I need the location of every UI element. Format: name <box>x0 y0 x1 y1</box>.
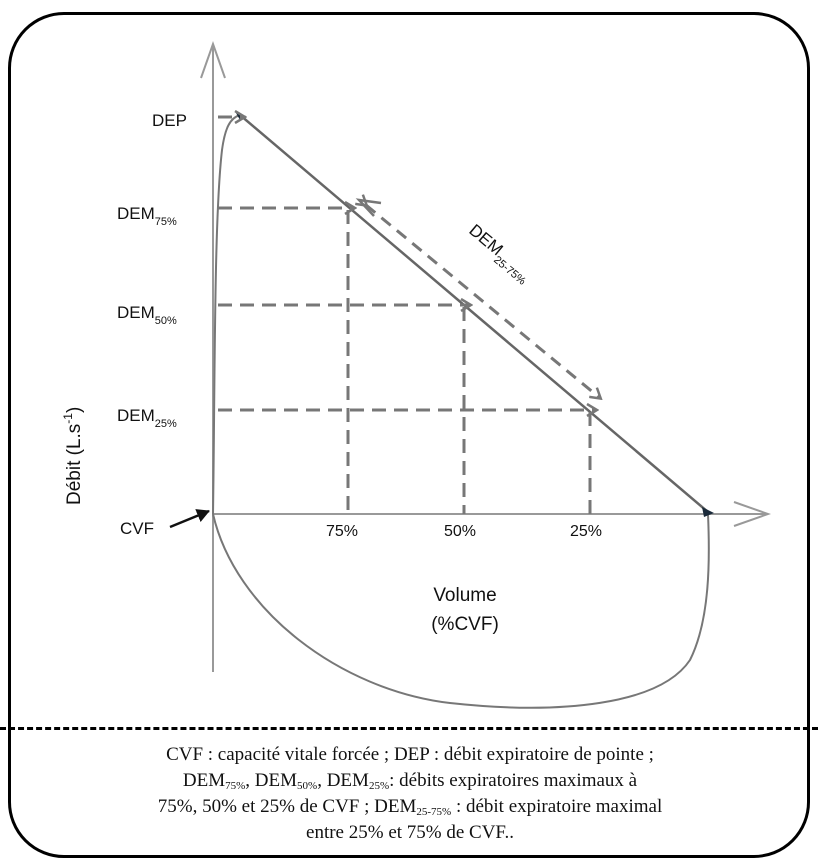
dem25-label: DEM25% <box>117 406 177 430</box>
x-tick-75: 75% <box>326 523 358 540</box>
dem2575-label: DEM25-75% <box>462 221 536 288</box>
caption-line-2: DEM75%, DEM50%, DEM25%: débits expiratoi… <box>182 770 638 792</box>
expiratory-descent-line <box>239 114 709 513</box>
endpoint-mark <box>702 507 714 517</box>
dem2575-double-arrow <box>366 205 600 398</box>
cvf-pointer-arrow <box>169 509 210 529</box>
cvf-label: CVF <box>120 519 154 538</box>
x-tick-50: 50% <box>444 523 476 540</box>
dep-label: DEP <box>152 111 187 130</box>
caption-line-3: 75%, 50% et 25% de CVF ; DEM25-75% : déb… <box>157 796 663 818</box>
caption-separator <box>0 727 818 730</box>
inspiratory-curve <box>212 513 710 709</box>
diagram-frame <box>8 12 810 858</box>
x-tick-25: 25% <box>570 523 602 540</box>
x-axis-title-line2: (%CVF) <box>431 614 499 635</box>
figure-caption: CVF : capacité vitale forcée ; DEP : déb… <box>40 742 780 846</box>
dem2575-start-head <box>355 198 382 217</box>
caption-line-1: CVF : capacité vitale forcée ; DEP : déb… <box>166 744 654 765</box>
dem75-label: DEM75% <box>117 204 177 228</box>
caption-line-4: entre 25% et 75% de CVF.. <box>306 822 514 843</box>
dem50-label: DEM50% <box>117 303 177 327</box>
y-axis-title: Débit (L.s-1) <box>61 407 85 505</box>
expiratory-curve-rise <box>212 114 241 515</box>
flow-volume-diagram: DEP DEM75% DEM50% DEM25% CVF DEM25-75% D… <box>61 40 772 709</box>
x-axis-title-line1: Volume <box>433 585 496 606</box>
